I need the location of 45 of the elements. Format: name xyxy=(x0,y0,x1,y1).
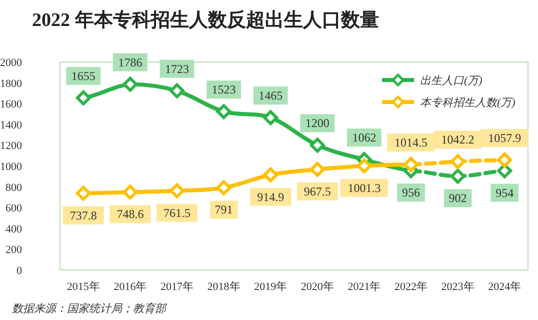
data-label: 1001.3 xyxy=(348,180,381,195)
y-tick-label: 400 xyxy=(6,223,22,236)
data-label: 967.5 xyxy=(304,184,331,198)
data-label: 1655 xyxy=(71,68,96,83)
y-tick-label: 800 xyxy=(6,182,22,194)
y-tick-label: 600 xyxy=(6,202,22,215)
data-label: 748.6 xyxy=(116,207,144,222)
data-label: 1014.5 xyxy=(394,135,428,150)
data-label: 737.8 xyxy=(70,208,97,222)
x-tick-label: 2016年 xyxy=(114,281,147,293)
data-label: 791 xyxy=(214,202,233,217)
y-tick-label: 1400 xyxy=(0,119,22,132)
data-label: 954 xyxy=(496,186,514,200)
data-label: 956 xyxy=(402,186,420,200)
x-tick-label: 2024年 xyxy=(488,281,522,293)
y-tick-label: 1600 xyxy=(0,98,22,111)
data-label: 1786 xyxy=(118,55,142,70)
y-tick-label: 1800 xyxy=(0,78,22,90)
data-label: 1062 xyxy=(352,130,376,145)
y-tick-label: 1200 xyxy=(0,140,22,152)
x-tick-label: 2021年 xyxy=(348,281,381,293)
y-tick-label: 0 xyxy=(16,265,22,277)
data-label: 1200 xyxy=(305,116,330,130)
x-tick-label: 2015年 xyxy=(66,281,100,293)
y-tick-label: 2000 xyxy=(0,57,22,69)
source-note: 数据来源：国家统计局；教育部 xyxy=(12,302,168,315)
x-tick-label: 2018年 xyxy=(207,281,240,293)
data-label: 1042.2 xyxy=(441,132,474,147)
legend-label: 出生人口(万) xyxy=(420,74,483,87)
x-tick-label: 2020年 xyxy=(300,281,334,293)
x-tick-label: 2023年 xyxy=(441,281,474,293)
data-label: 914.9 xyxy=(257,190,284,204)
x-tick-label: 2017年 xyxy=(160,281,194,293)
chart-title: 2022 年本专科招生人数反超出生人口数量 xyxy=(32,9,379,31)
data-label: 761.5 xyxy=(164,206,190,220)
data-label: 1723 xyxy=(165,62,189,76)
x-tick-label: 2019年 xyxy=(254,281,288,293)
data-label: 1523 xyxy=(212,82,236,97)
x-tick-label: 2022年 xyxy=(394,281,428,293)
data-label: 902 xyxy=(448,191,467,206)
data-label: 1057.9 xyxy=(488,130,522,145)
legend-label: 本专科招生人数(万) xyxy=(420,96,516,109)
y-tick-label: 200 xyxy=(6,244,22,256)
y-tick-label: 1000 xyxy=(0,161,22,173)
data-label: 1465 xyxy=(258,88,283,103)
